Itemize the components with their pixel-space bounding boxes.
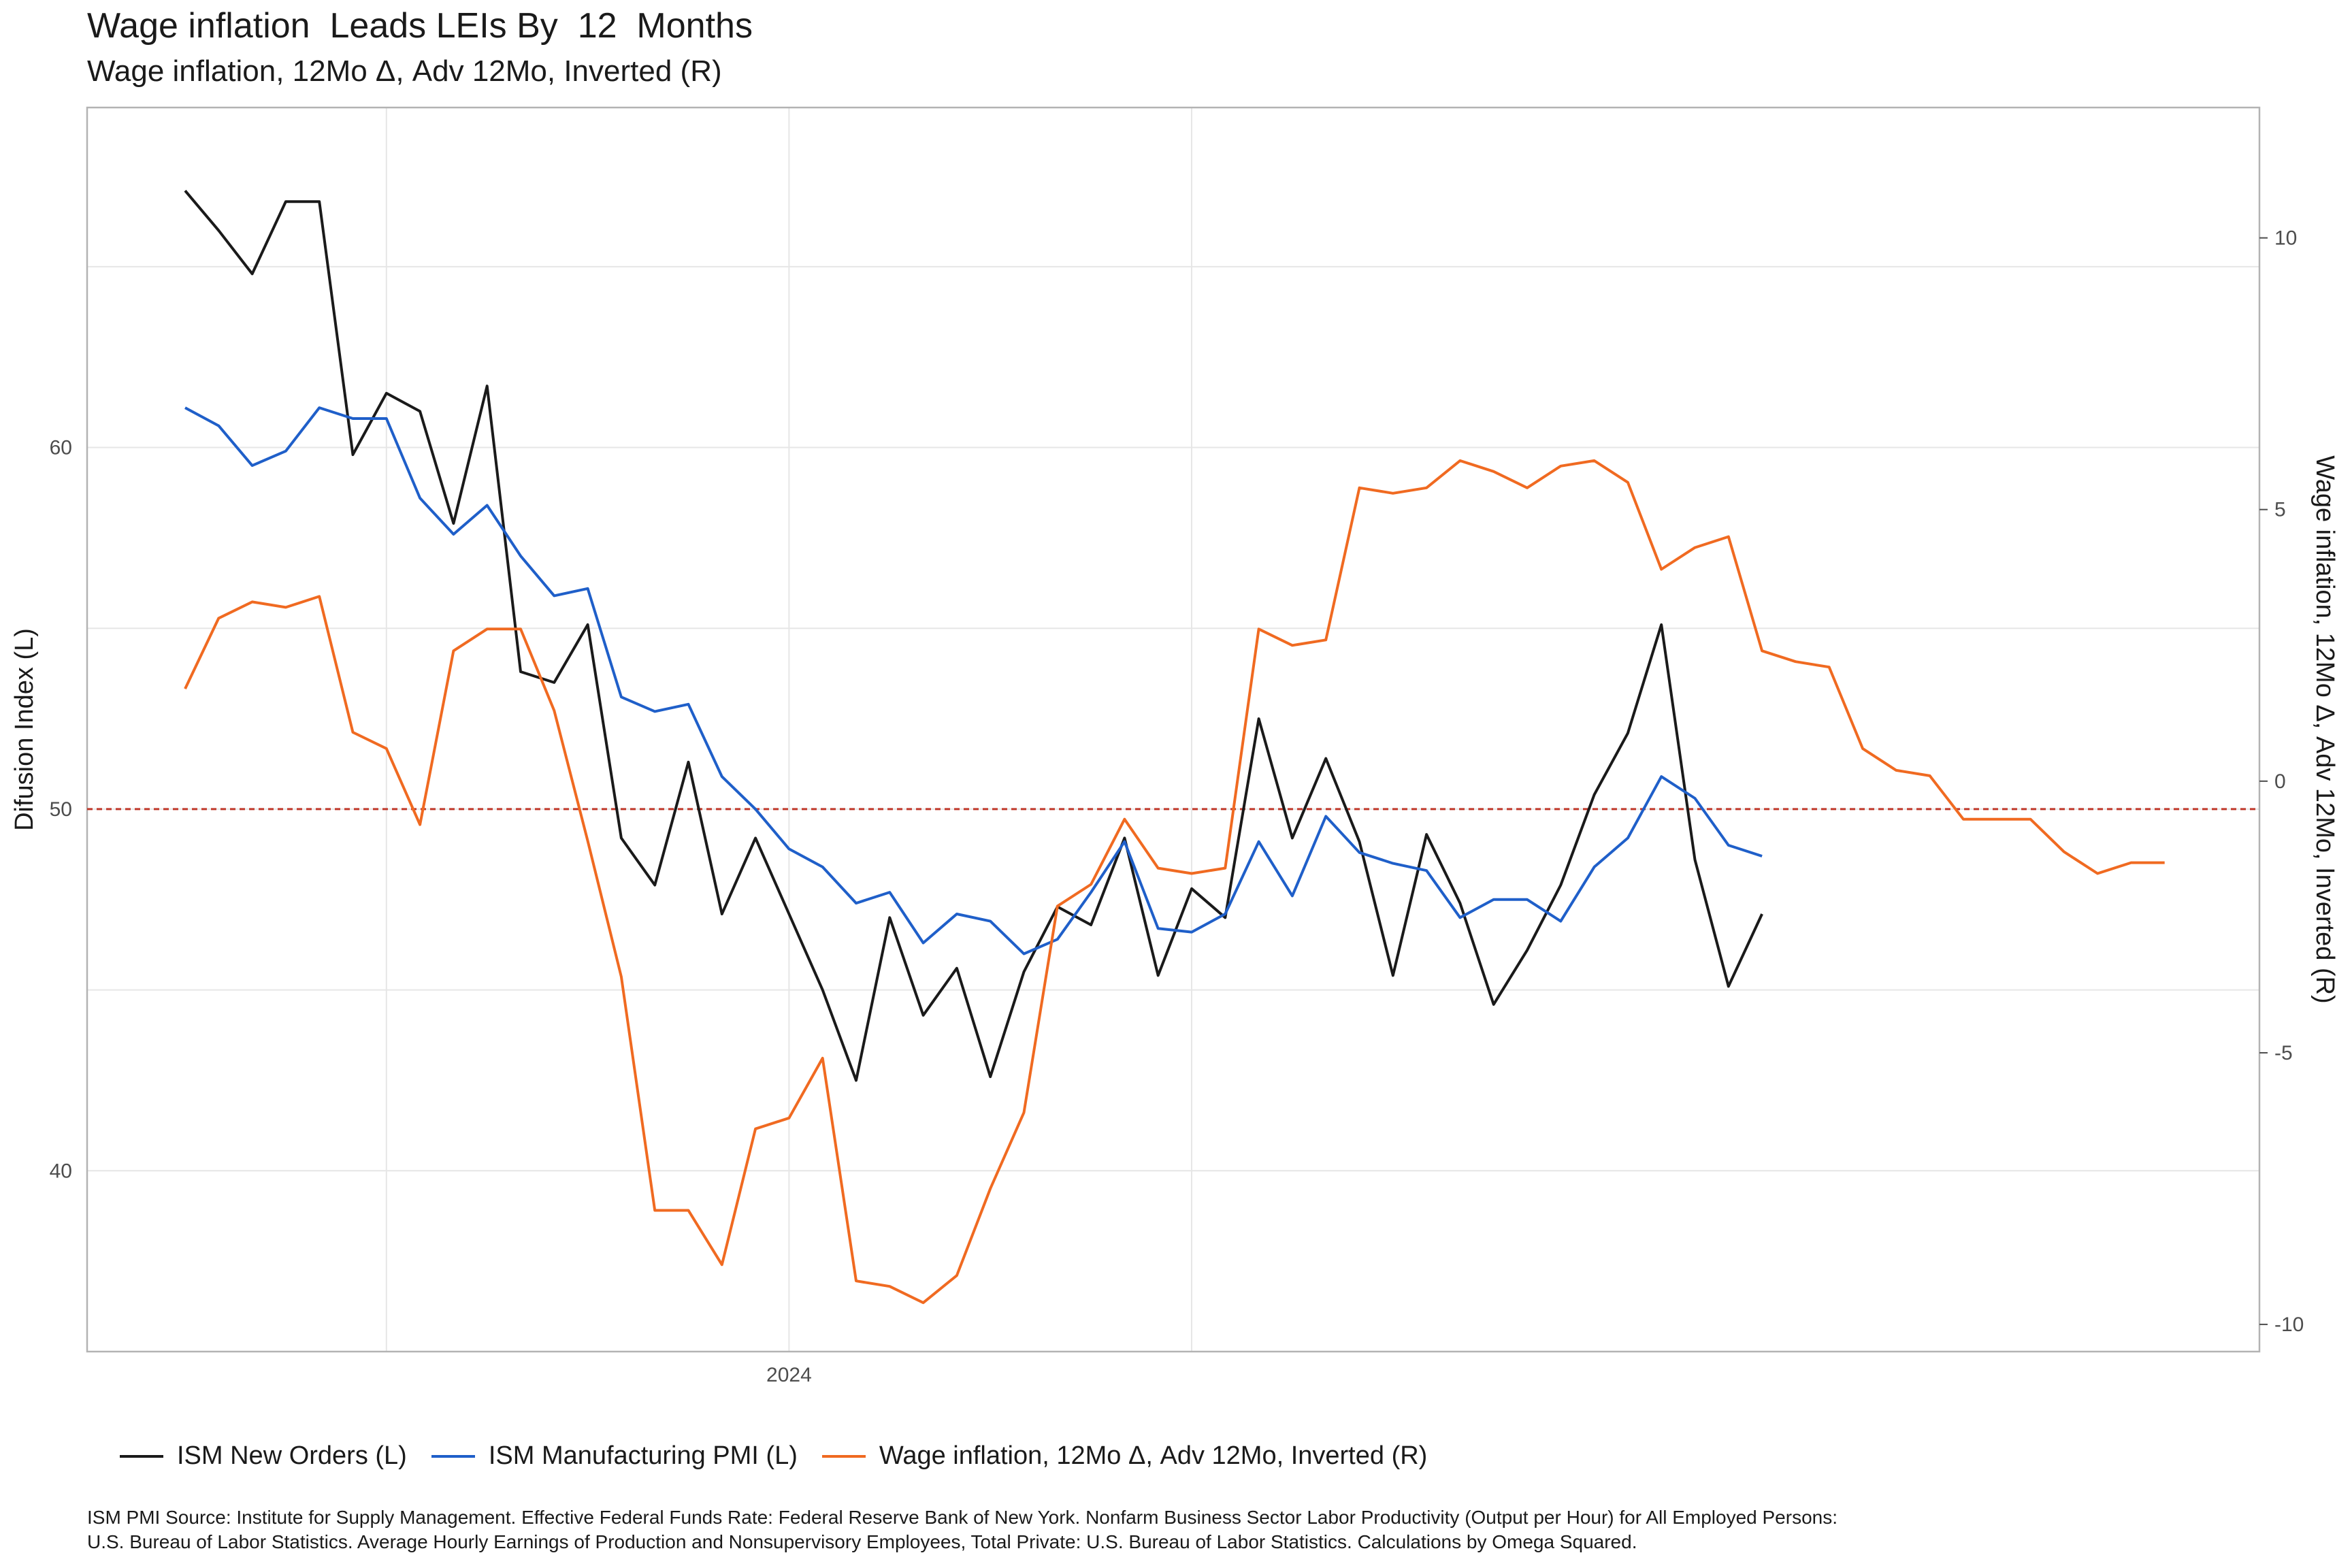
left-tick-label: 50: [50, 798, 72, 821]
left-tick-label: 40: [50, 1160, 72, 1182]
legend-key-wage: [821, 1454, 866, 1458]
legend-item-pmi: ISM Manufacturing PMI (L): [431, 1441, 798, 1471]
series-line-new_orders: [184, 189, 1763, 1082]
source-caption: ISM PMI Source: Institute for Supply Man…: [87, 1505, 2319, 1554]
left-tick-label: 60: [50, 437, 72, 459]
series-line-wage: [184, 459, 2165, 1305]
legend: ISM New Orders (L) ISM Manufacturing PMI…: [120, 1441, 1452, 1471]
caption-line-1: ISM PMI Source: Institute for Supply Man…: [87, 1507, 1838, 1528]
legend-key-pmi: [431, 1454, 475, 1458]
left-axis-title: Difusion Index (L): [10, 628, 39, 831]
plot-panel-border: [86, 106, 2261, 1353]
legend-item-wage: Wage inflation, 12Mo Δ, Adv 12Mo, Invert…: [821, 1441, 1428, 1471]
right-axis-title: Wage inflation, 12Mo Δ, Adv 12Mo, Invert…: [2310, 455, 2339, 1003]
legend-label-pmi: ISM Manufacturing PMI (L): [488, 1441, 798, 1470]
right-tick-label: 10: [2274, 227, 2297, 250]
right-tick-label: -10: [2274, 1313, 2304, 1336]
caption-line-2: U.S. Bureau of Labor Statistics. Average…: [87, 1531, 1637, 1552]
chart-subtitle: Wage inflation, 12Mo Δ, Adv 12Mo, Invert…: [87, 54, 722, 88]
chart-title: Wage inflation Leads LEIs By 12 Months: [87, 6, 753, 46]
right-tick-label: -5: [2274, 1042, 2293, 1064]
right-tick-label: 0: [2274, 770, 2286, 793]
legend-key-new-orders: [120, 1454, 163, 1458]
legend-label-wage: Wage inflation, 12Mo Δ, Adv 12Mo, Invert…: [879, 1441, 1428, 1470]
legend-item-new-orders: ISM New Orders (L): [120, 1441, 407, 1471]
x-tick-label: 2024: [766, 1364, 812, 1386]
series-line-pmi: [184, 406, 1763, 956]
right-tick-label: 5: [2274, 499, 2286, 521]
legend-label-new-orders: ISM New Orders (L): [177, 1441, 407, 1470]
